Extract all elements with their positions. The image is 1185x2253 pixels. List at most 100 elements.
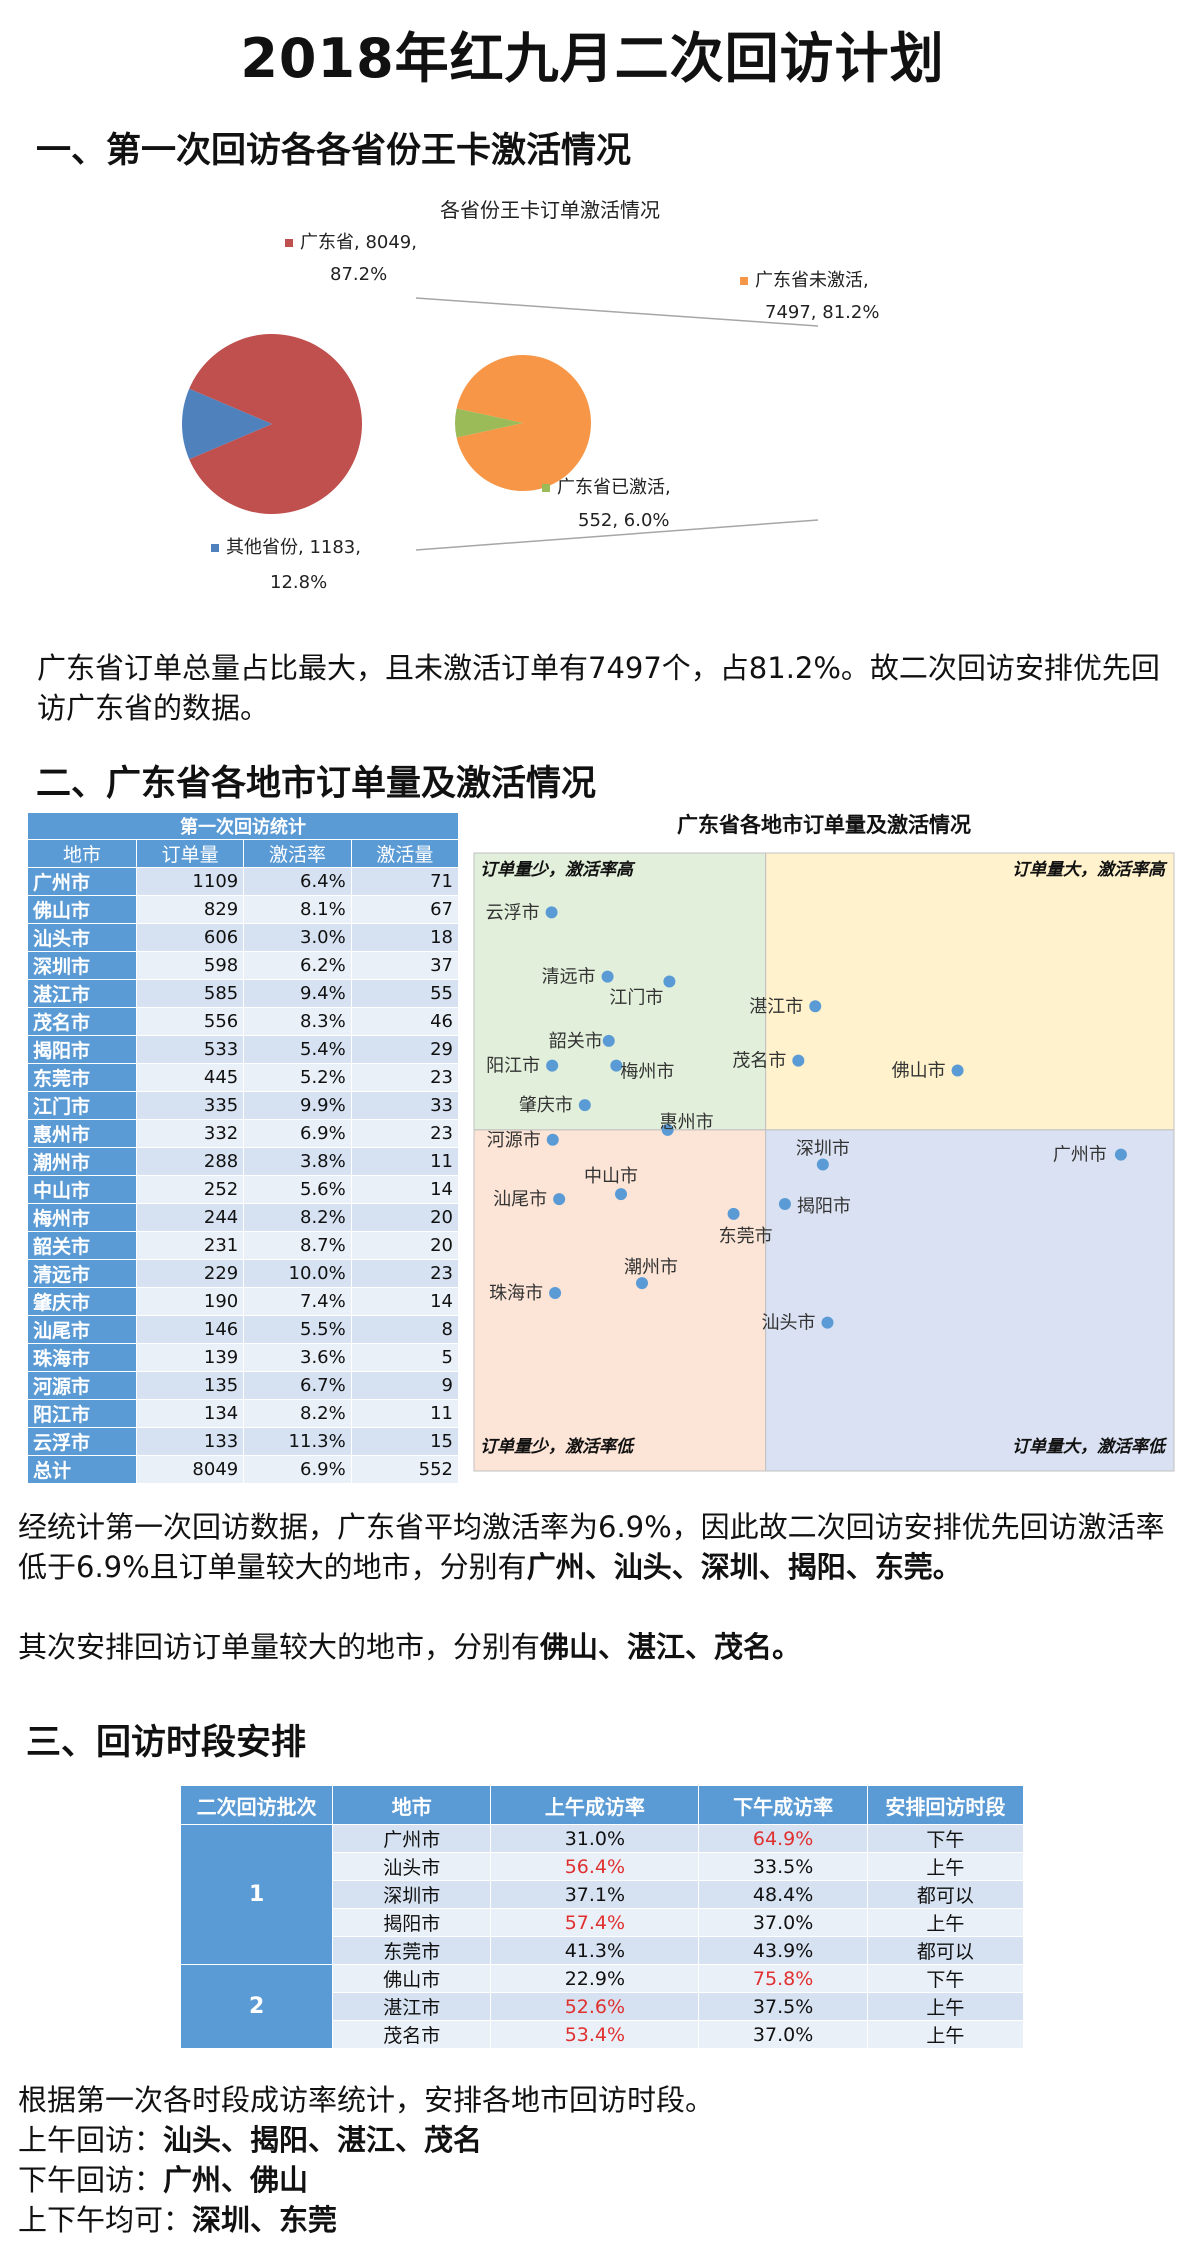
pie-slice-active	[455, 408, 523, 438]
stats-cell-orders: 829	[135, 895, 245, 924]
stats-cell-city: 肇庆市	[27, 1287, 137, 1316]
sched-row: 茂名市 53.4% 37.0% 上午	[181, 2020, 1025, 2049]
sched-cell-am: 56.4%	[490, 1852, 700, 1881]
stats-cell-activated: 46	[350, 1007, 460, 1036]
label-active-line2: 552, 6.0%	[578, 510, 670, 531]
stats-cell-activated: 29	[350, 1035, 460, 1064]
stats-cell-rate: 6.9%	[243, 1119, 352, 1148]
stats-cell-activated: 11	[350, 1147, 460, 1176]
stats-cell-orders: 332	[135, 1119, 245, 1148]
sched-cell-slot: 上午	[866, 1908, 1025, 1937]
section3-heading: 三、回访时段安排	[26, 1723, 307, 1763]
stats-cell-rate: 11.3%	[243, 1427, 352, 1456]
section3-line3: 下午回访：广州、佛山	[18, 2160, 308, 2200]
stats-cell-city: 阳江市	[27, 1399, 137, 1428]
scatter-point-label: 佛山市	[892, 1061, 946, 1082]
scatter-point	[546, 1133, 559, 1146]
section3-line1: 根据第一次各时段成访率统计，安排各地市回访时段。	[18, 2083, 715, 2117]
sched-cell-pm: 37.0%	[698, 2020, 868, 2049]
scatter-point	[951, 1064, 964, 1077]
stats-cell-rate: 9.9%	[243, 1091, 352, 1120]
stats-cell-activated: 8	[350, 1315, 460, 1344]
section2-heading: 二、广东省各地市订单量及激活情况	[36, 764, 597, 804]
stats-cell-orders: 8049	[135, 1455, 245, 1484]
sched-batch-cell: 2	[179, 1964, 334, 2049]
sched-header-am: 上午成访率	[490, 1785, 700, 1825]
stats-row: 中山市 252 5.6% 14	[27, 1175, 460, 1204]
quadrant-top-right	[765, 852, 1175, 1131]
scatter-point	[792, 1054, 805, 1067]
stats-cell-rate: 10.0%	[243, 1259, 352, 1288]
scatter-point	[602, 1034, 615, 1047]
pie-secondary	[455, 355, 591, 491]
stats-cell-rate: 3.0%	[243, 923, 352, 952]
stats-row: 茂名市 556 8.3% 46	[27, 1007, 460, 1036]
stats-row: 珠海市 139 3.6% 5	[27, 1343, 460, 1372]
stats-cell-orders: 133	[135, 1427, 245, 1456]
sched-row: 2 佛山市 22.9% 75.8% 下午	[179, 1964, 1025, 2049]
sched-batch-cell: 1	[179, 1824, 334, 1965]
pie-slice-guangdong	[189, 334, 362, 514]
stats-row: 潮州市 288 3.8% 11	[27, 1147, 460, 1176]
section3-line4-label: 上下午均可：	[18, 2203, 193, 2237]
scatter-point	[809, 1000, 822, 1013]
sched-cell-pm: 43.9%	[698, 1936, 868, 1965]
scatter-point-label: 揭阳市	[797, 1196, 851, 1217]
stats-cell-rate: 5.5%	[243, 1315, 352, 1344]
quadrant-bottom-left	[473, 1129, 767, 1472]
sched-cell-city: 茂名市	[332, 2020, 492, 2049]
stats-row: 湛江市 585 9.4% 55	[27, 979, 460, 1008]
stats-row: 深圳市 598 6.2% 37	[27, 951, 460, 980]
stats-header-rate: 激活率	[243, 839, 352, 868]
stats-cell-city: 潮州市	[27, 1147, 137, 1176]
section3-line2-label: 上午回访：	[18, 2123, 164, 2157]
stats-cell-city: 茂名市	[27, 1007, 137, 1036]
page-title: 2018年红九月二次回访计划	[240, 27, 945, 90]
stats-cell-activated: 18	[350, 923, 460, 952]
sched-cell-city: 深圳市	[332, 1880, 492, 1909]
stats-cell-orders: 598	[135, 951, 245, 980]
scatter-point-label: 清远市	[542, 967, 596, 988]
scatter-point-label: 东莞市	[719, 1226, 773, 1247]
pie-slice-other	[182, 388, 272, 460]
stats-row: 佛山市 829 8.1% 67	[27, 895, 460, 924]
sched-cell-slot: 上午	[866, 1992, 1025, 2021]
stats-table: 第一次回访统计 地市 订单量 激活率 激活量 广州市 1109 6.4% 71 佛山市 8…	[27, 812, 460, 1484]
stats-cell-city: 江门市	[27, 1091, 137, 1120]
stats-cell-orders: 445	[135, 1063, 245, 1092]
stats-row: 东莞市 445 5.2% 23	[27, 1063, 460, 1092]
stats-row: 韶关市 231 8.7% 20	[27, 1231, 460, 1260]
stats-cell-activated: 23	[350, 1119, 460, 1148]
section3-line4: 上下午均可：深圳、东莞	[18, 2200, 337, 2240]
quadrant-label-bottom-left: 订单量少，激活率低	[480, 1437, 636, 1457]
sched-cell-am: 22.9%	[490, 1964, 700, 1993]
quadrant-top-left	[473, 852, 767, 1131]
sched-cell-slot: 都可以	[866, 1880, 1025, 1909]
sched-cell-slot: 下午	[866, 1824, 1025, 1853]
label-active-line1: 广东省已激活,	[557, 477, 671, 498]
section2-paragraph2-highlight: 佛山、湛江、茂名。	[540, 1630, 802, 1664]
stats-header-activated: 激活量	[350, 839, 460, 868]
scatter-point-label: 中山市	[584, 1166, 638, 1187]
stats-cell-rate: 8.1%	[243, 895, 352, 924]
stats-row: 阳江市 134 8.2% 11	[27, 1399, 460, 1428]
scatter-point-label: 茂名市	[732, 1051, 786, 1072]
stats-cell-city: 韶关市	[27, 1231, 137, 1260]
stats-cell-city: 云浮市	[27, 1427, 137, 1456]
sched-header-city: 地市	[332, 1785, 492, 1825]
quadrant-scatter-chart: 广东省各地市订单量及激活情况 订单量少，激活率高 订单量大，激活率高 订单量少，…	[473, 813, 1175, 1472]
sched-cell-city: 东莞市	[332, 1936, 492, 1965]
scatter-point	[663, 975, 676, 988]
sched-cell-slot: 上午	[866, 1852, 1025, 1881]
stats-cell-activated: 552	[350, 1455, 460, 1484]
scatter-point-label: 湛江市	[749, 996, 803, 1017]
stats-row: 河源市 135 6.7% 9	[27, 1371, 460, 1400]
stats-cell-rate: 5.4%	[243, 1035, 352, 1064]
stats-cell-city: 汕尾市	[27, 1315, 137, 1344]
connector-line-bottom	[415, 519, 819, 551]
stats-cell-activated: 5	[350, 1343, 460, 1372]
scatter-point	[821, 1316, 834, 1329]
stats-row: 汕尾市 146 5.5% 8	[27, 1315, 460, 1344]
scatter-point-label: 潮州市	[624, 1257, 678, 1278]
stats-cell-rate: 6.4%	[243, 867, 352, 896]
